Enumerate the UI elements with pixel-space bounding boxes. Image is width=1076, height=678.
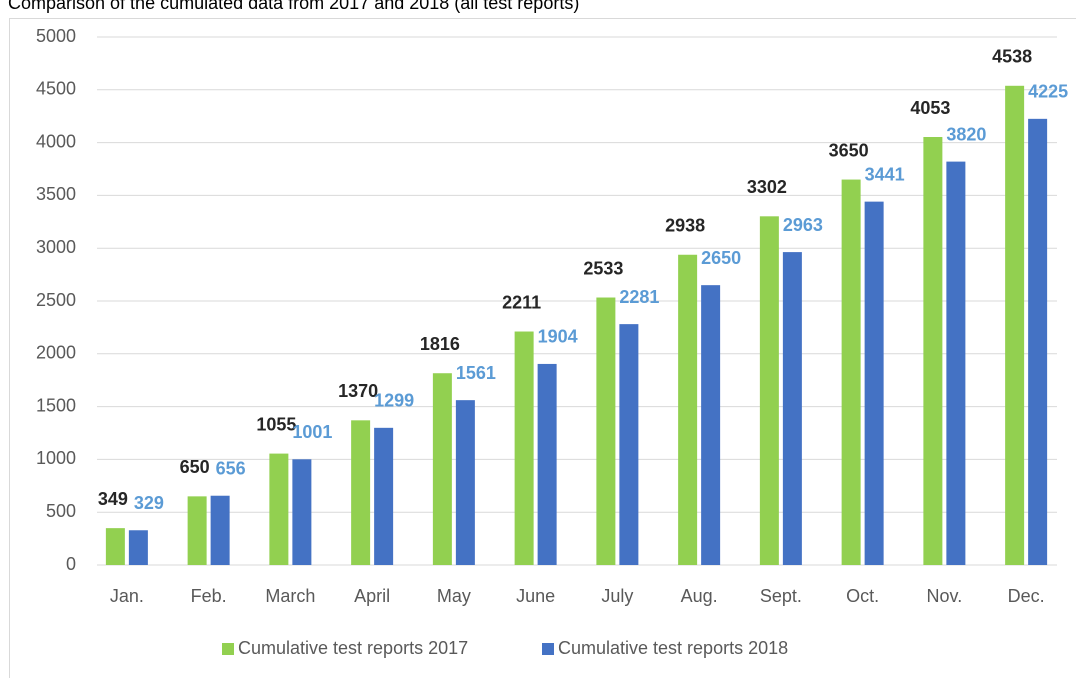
y-tick-label: 0 — [66, 554, 76, 574]
x-tick-label: Feb. — [191, 586, 227, 606]
value-label: 4538 — [992, 47, 1032, 67]
bar — [923, 137, 943, 565]
value-label: 1299 — [374, 391, 414, 411]
bar — [537, 363, 557, 565]
value-label: 4225 — [1028, 82, 1068, 102]
y-tick-label: 2000 — [36, 343, 76, 363]
legend-label: Cumulative test reports 2018 — [558, 638, 788, 658]
value-label: 1370 — [338, 381, 378, 401]
value-label: 1001 — [292, 422, 332, 442]
chart-frame — [9, 18, 1076, 678]
y-tick-label: 500 — [46, 501, 76, 521]
y-tick-label: 4000 — [36, 131, 76, 151]
value-label: 1055 — [256, 414, 296, 434]
y-tick-label: 5000 — [36, 26, 76, 46]
x-tick-label: March — [265, 586, 315, 606]
value-label: 3441 — [865, 164, 905, 184]
legend-swatch — [222, 643, 234, 655]
bar — [701, 285, 721, 565]
bar — [514, 331, 534, 565]
value-label: 1904 — [538, 327, 578, 347]
value-label: 329 — [134, 493, 164, 513]
x-tick-label: June — [516, 586, 555, 606]
bar — [1028, 118, 1048, 565]
value-label: 1561 — [456, 363, 496, 383]
x-tick-label: Dec. — [1008, 586, 1045, 606]
bar — [841, 179, 861, 565]
value-label: 2650 — [701, 248, 741, 268]
x-tick-label: Nov. — [927, 586, 963, 606]
y-tick-label: 2500 — [36, 290, 76, 310]
x-tick-label: Oct. — [846, 586, 879, 606]
value-label: 650 — [180, 457, 210, 477]
bar — [1005, 85, 1025, 565]
x-tick-label: May — [437, 586, 471, 606]
value-label: 2281 — [619, 287, 659, 307]
value-label: 1816 — [420, 334, 460, 354]
y-tick-label: 3000 — [36, 237, 76, 257]
x-tick-label: April — [354, 586, 390, 606]
value-label: 3302 — [747, 177, 787, 197]
value-label: 3650 — [829, 140, 869, 160]
bar — [105, 528, 125, 565]
bar — [187, 496, 207, 565]
bar — [946, 161, 966, 565]
bar — [269, 453, 289, 565]
bar — [455, 400, 475, 565]
bar — [759, 216, 779, 565]
x-tick-label: Jan. — [110, 586, 144, 606]
bar — [128, 530, 148, 565]
legend-swatch — [542, 643, 554, 655]
bar — [678, 254, 698, 565]
bar — [432, 373, 452, 565]
bar — [292, 459, 312, 565]
value-label: 4053 — [910, 98, 950, 118]
bar — [351, 420, 371, 565]
bar — [596, 297, 616, 565]
y-tick-label: 1000 — [36, 448, 76, 468]
x-tick-label: Sept. — [760, 586, 802, 606]
y-tick-label: 4500 — [36, 79, 76, 99]
value-label: 2963 — [783, 215, 823, 235]
bar — [619, 324, 639, 565]
value-label: 2938 — [665, 215, 705, 235]
x-tick-label: Aug. — [681, 586, 718, 606]
legend-label: Cumulative test reports 2017 — [238, 638, 468, 658]
bar — [374, 427, 394, 565]
y-tick-label: 3500 — [36, 184, 76, 204]
value-label: 656 — [216, 458, 246, 478]
value-label: 3820 — [946, 124, 986, 144]
y-tick-label: 1500 — [36, 395, 76, 415]
x-tick-label: July — [601, 586, 633, 606]
bar — [782, 252, 802, 566]
value-label: 349 — [98, 489, 128, 509]
value-label: 2211 — [502, 292, 541, 312]
bar — [210, 495, 230, 565]
chart-title: Comparison of the cumulated data from 20… — [8, 0, 579, 13]
bar — [864, 201, 884, 565]
value-label: 2533 — [583, 258, 623, 278]
